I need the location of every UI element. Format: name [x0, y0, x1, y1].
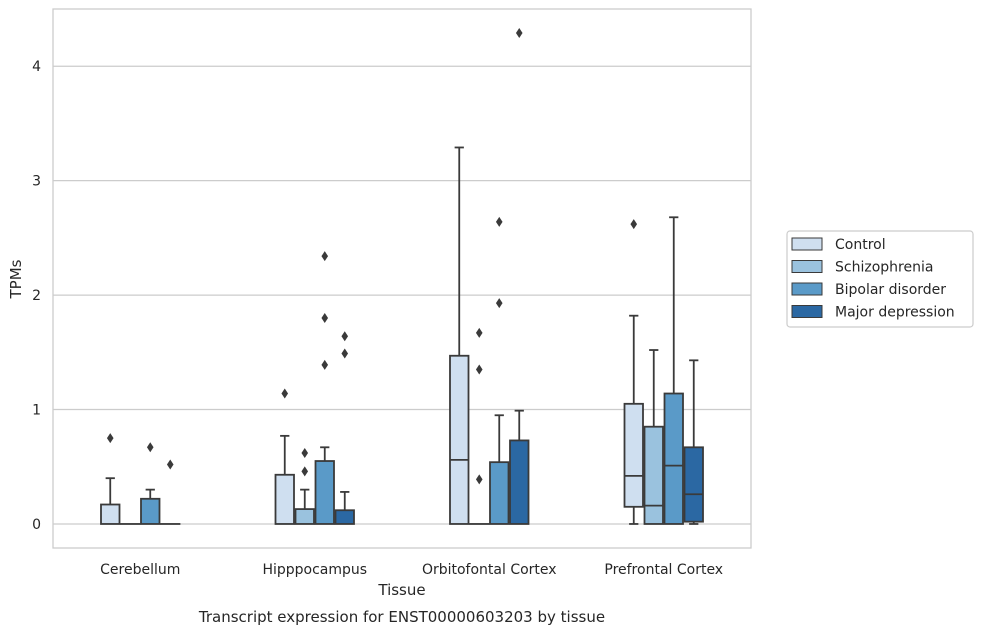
box: [643, 425, 664, 525]
outlier-point: [301, 448, 309, 459]
outlier-point: [475, 327, 483, 338]
plot-frame: [52, 8, 752, 549]
box: [314, 460, 335, 525]
tissue-group: [274, 251, 355, 525]
outlier-point: [106, 433, 114, 444]
box: [509, 439, 530, 525]
box: [683, 446, 704, 523]
box: [274, 473, 295, 525]
legend-frame: [786, 230, 974, 328]
outlier-point: [166, 459, 174, 470]
legend-swatch: [791, 237, 823, 251]
box: [334, 509, 355, 525]
box: [449, 354, 470, 525]
y-axis-label: TPMs: [7, 259, 25, 299]
outlier-point: [321, 312, 329, 323]
tissue-group: [100, 433, 181, 525]
box: [623, 402, 644, 508]
x-tick-label: Hipppocampus: [262, 562, 367, 578]
y-tick-label: 1: [32, 403, 41, 419]
legend-swatch: [791, 260, 823, 273]
legend-swatch: [791, 305, 823, 318]
y-tick-label: 4: [32, 59, 41, 75]
outlier-point: [281, 388, 289, 399]
box: [489, 461, 510, 525]
legend-label: Control: [835, 237, 886, 253]
box: [140, 497, 161, 525]
x-axis-label: Tissue: [377, 581, 425, 599]
outlier-point: [341, 348, 349, 359]
outlier-point: [475, 364, 483, 375]
box-groups: [100, 28, 704, 525]
outlier-point: [495, 216, 503, 227]
tissue-group: [449, 28, 530, 525]
outlier-point: [341, 331, 349, 342]
outlier-point: [321, 251, 329, 262]
legend-label: Major depression: [835, 305, 955, 321]
x-axis: Cerebellum Hipppocampus Orbitofontal Corte…: [100, 562, 723, 578]
outlier-point: [146, 442, 154, 453]
legend-label: Schizophrenia: [835, 260, 933, 276]
outlier-point: [301, 466, 309, 477]
box: [663, 392, 684, 525]
box: [100, 503, 121, 525]
outlier-point: [321, 359, 329, 370]
chart-caption: Transcript expression for ENST0000060320…: [198, 608, 605, 626]
legend-label: Bipolar disorder: [835, 282, 946, 298]
outlier-point: [515, 28, 523, 39]
y-tick-label: 2: [32, 288, 41, 304]
legend-swatch: [791, 282, 823, 296]
y-tick-label: 0: [32, 517, 41, 533]
outlier-point: [475, 474, 483, 485]
tissue-group: [623, 216, 704, 525]
x-tick-label: Prefrontal Cortex: [604, 562, 723, 578]
y-axis: 0 1 2 3 4: [32, 59, 41, 533]
outlier-point: [495, 298, 503, 309]
legend: Control Schizophrenia Bipolar disorder Majo…: [786, 230, 974, 328]
box: [294, 508, 315, 525]
x-tick-label: Cerebellum: [100, 562, 180, 578]
y-tick-label: 3: [32, 174, 41, 190]
x-tick-label: Orbitofontal Cortex: [422, 562, 557, 578]
outlier-point: [630, 219, 638, 230]
